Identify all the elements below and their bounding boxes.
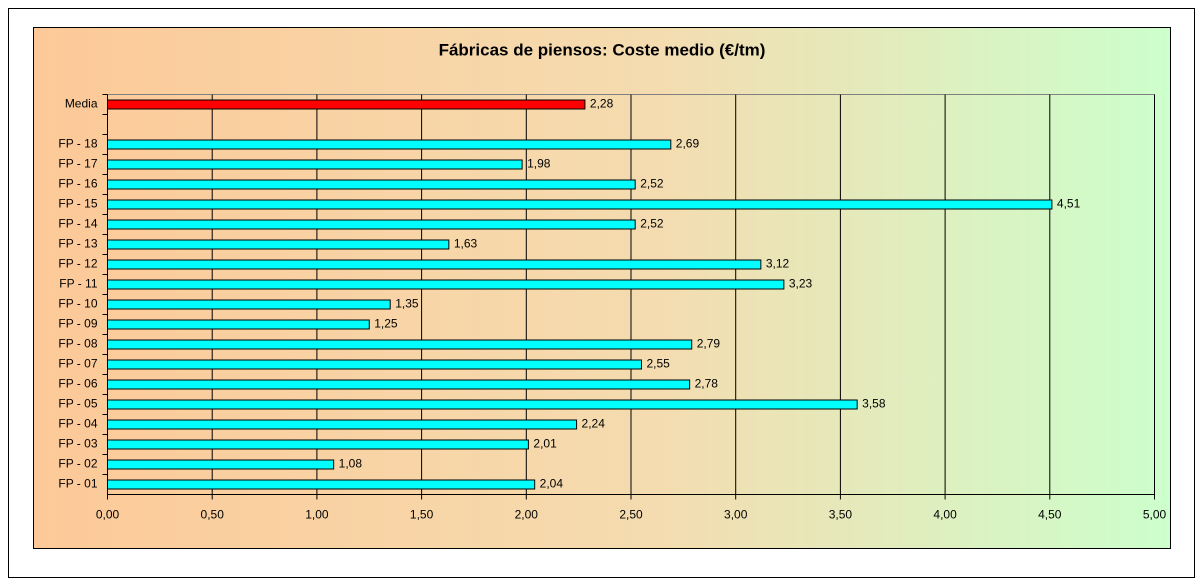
data-label: 2,28 (590, 97, 614, 111)
x-tick-label: 4,50 (1038, 508, 1062, 522)
x-tick-label: 3,50 (829, 508, 853, 522)
data-label: 2,69 (676, 137, 700, 151)
data-label: 1,98 (527, 157, 551, 171)
y-tick-label: FP - 02 (58, 457, 97, 471)
data-label: 2,52 (640, 177, 664, 191)
bar (107, 359, 642, 370)
data-label: 1,25 (374, 317, 398, 331)
data-label: 2,78 (695, 377, 719, 391)
y-tick-label: FP - 11 (59, 277, 98, 291)
y-tick-label: FP - 07 (58, 357, 97, 371)
data-label: 1,63 (454, 237, 478, 251)
bar (107, 239, 450, 250)
bar (107, 339, 693, 350)
data-label: 2,24 (582, 417, 606, 431)
bar (107, 179, 636, 190)
data-label: 1,35 (395, 297, 419, 311)
x-tick-label: 0,50 (201, 508, 225, 522)
bar (107, 439, 529, 450)
y-tick-label: FP - 03 (58, 437, 97, 451)
y-tick-label: FP - 17 (58, 157, 97, 171)
data-label: 2,01 (533, 437, 557, 451)
data-label: 4,51 (1057, 197, 1081, 211)
bar (107, 259, 762, 270)
y-tick-label: FP - 01 (58, 477, 97, 491)
y-tick-label: FP - 12 (58, 257, 97, 271)
bar (107, 139, 672, 150)
data-label: 2,79 (697, 337, 721, 351)
bar (107, 299, 391, 310)
data-label: 1,08 (339, 457, 363, 471)
y-tick-label: FP - 08 (58, 337, 97, 351)
y-tick-label: FP - 06 (58, 377, 97, 391)
y-tick-label: FP - 05 (58, 397, 97, 411)
y-tick-label: FP - 13 (58, 237, 97, 251)
x-tick-label: 4,00 (933, 508, 957, 522)
chart-title: Fábricas de piensos: Coste medio (€/tm) (439, 40, 766, 59)
y-tick-label: FP - 09 (58, 317, 97, 331)
data-label: 2,04 (540, 477, 564, 491)
x-tick-label: 5,00 (1143, 508, 1167, 522)
data-label: 3,23 (789, 277, 813, 291)
data-label: 3,12 (766, 257, 790, 271)
x-tick-label: 2,50 (619, 508, 643, 522)
x-tick-label: 1,00 (305, 508, 329, 522)
bar (107, 399, 858, 410)
data-label: 2,55 (646, 357, 670, 371)
x-tick-label: 3,00 (724, 508, 748, 522)
bar (107, 279, 785, 290)
data-label: 2,52 (640, 217, 664, 231)
bar (107, 99, 586, 110)
x-tick-label: 0,00 (96, 508, 120, 522)
data-label: 3,58 (862, 397, 886, 411)
bar (107, 379, 691, 390)
bar (107, 199, 1053, 210)
bar (107, 219, 636, 230)
x-tick-label: 1,50 (410, 508, 434, 522)
y-tick-label: FP - 16 (58, 177, 97, 191)
y-tick-label: Media (65, 97, 98, 111)
bar (107, 159, 523, 170)
y-tick-label: FP - 04 (58, 417, 97, 431)
y-tick-label: FP - 10 (58, 297, 97, 311)
y-tick-label: FP - 15 (58, 197, 97, 211)
bar (107, 479, 536, 490)
bar (107, 459, 335, 470)
y-tick-label: FP - 14 (58, 217, 97, 231)
bar (107, 319, 370, 330)
x-tick-label: 2,00 (515, 508, 539, 522)
y-tick-label: FP - 18 (58, 137, 97, 151)
bar (107, 419, 578, 430)
